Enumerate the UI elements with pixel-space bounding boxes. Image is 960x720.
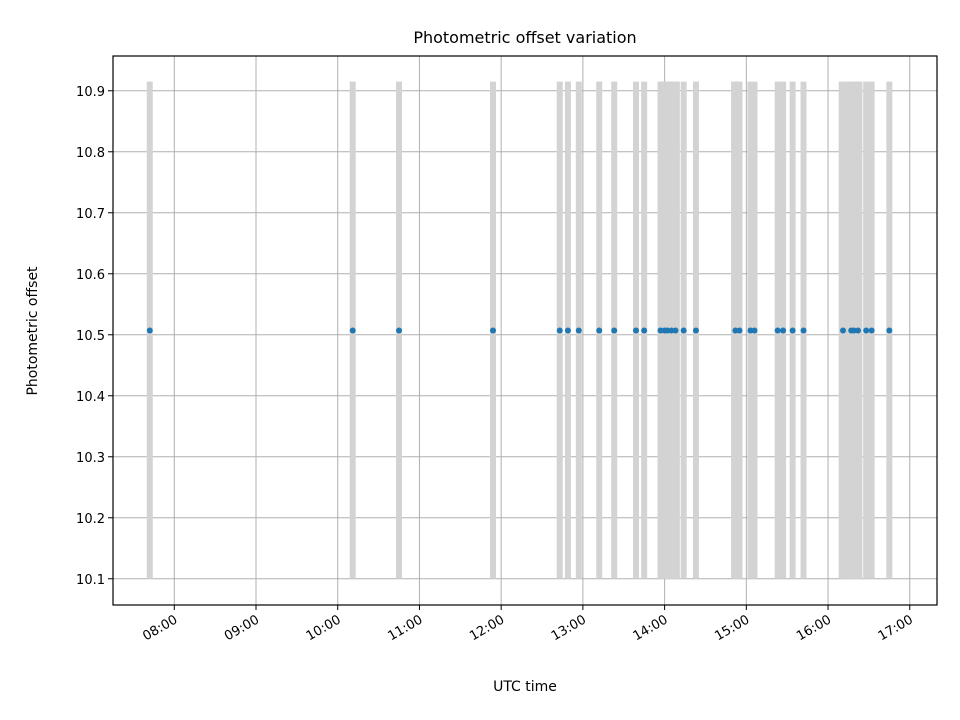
data-point — [774, 327, 781, 334]
y-tick-label: 10.8 — [76, 146, 105, 161]
data-point — [575, 327, 582, 334]
plot-frame — [112, 55, 938, 606]
data-point — [840, 327, 847, 334]
data-point — [596, 327, 603, 334]
data-point — [489, 327, 496, 334]
data-point — [556, 327, 563, 334]
data-point — [780, 327, 787, 334]
y-tick-label: 10.5 — [76, 329, 105, 344]
data-point — [789, 327, 796, 334]
data-point — [396, 327, 403, 334]
data-point — [672, 327, 679, 334]
data-point — [611, 327, 618, 334]
data-point — [633, 327, 640, 334]
grid-lines — [113, 56, 937, 605]
y-tick-label: 10.6 — [76, 268, 105, 283]
data-point — [564, 327, 571, 334]
plot-area — [113, 56, 937, 605]
data-point — [868, 327, 875, 334]
y-axis-title: Photometric offset — [25, 266, 41, 396]
data-point — [736, 327, 743, 334]
data-point — [680, 327, 687, 334]
y-tick-label: 10.2 — [76, 512, 105, 527]
data-point — [751, 327, 758, 334]
data-point — [641, 327, 648, 334]
data-point — [863, 327, 870, 334]
data-point — [886, 327, 893, 334]
data-point — [349, 327, 356, 334]
y-tick-label: 10.3 — [76, 451, 105, 466]
chart-title: Photometric offset variation — [413, 28, 636, 47]
data-points — [146, 327, 893, 334]
y-tick-label: 10.9 — [76, 85, 105, 100]
data-point — [146, 327, 153, 334]
y-tick-label: 10.7 — [76, 207, 105, 222]
y-tick-label: 10.4 — [76, 390, 105, 405]
data-point — [800, 327, 807, 334]
data-point — [855, 327, 862, 334]
data-point — [692, 327, 699, 334]
y-tick-label: 10.1 — [76, 573, 105, 588]
x-axis-title: UTC time — [493, 679, 557, 695]
